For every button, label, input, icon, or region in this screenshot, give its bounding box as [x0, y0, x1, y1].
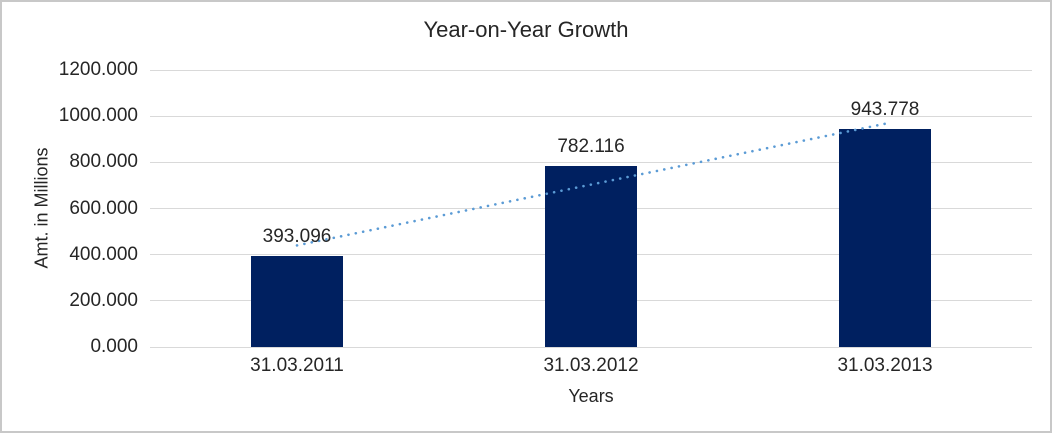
- bar-data-label: 782.116: [557, 136, 625, 158]
- y-tick-label: 1200.000: [58, 59, 138, 80]
- bar-31.03.2012: [545, 166, 637, 347]
- bar-data-label: 943.778: [850, 99, 920, 121]
- bar-31.03.2013: [839, 129, 931, 347]
- y-tick-label: 600.000: [69, 197, 138, 219]
- y-tick-label: 0.000: [90, 336, 138, 357]
- y-tick-label: 400.000: [69, 243, 138, 265]
- bar-31.03.2011: [251, 256, 343, 347]
- plot-area: 393.096 782.116 943.778: [150, 69, 1032, 348]
- bar-data-label: 393.096: [262, 226, 332, 248]
- x-tick-label: 31.03.2012: [543, 355, 639, 376]
- gridline: [150, 115, 1032, 117]
- gridline: [150, 69, 1032, 71]
- y-tick-label: 800.000: [69, 151, 138, 173]
- chart-title: Year-on-Year Growth: [423, 17, 629, 42]
- x-tick-label: 31.03.2013: [837, 355, 933, 376]
- x-axis-title: Years: [568, 386, 614, 406]
- x-tick-label: 31.03.2011: [250, 355, 344, 376]
- y-tick-label: 200.000: [69, 289, 138, 311]
- y-tick-label: 1000.000: [58, 105, 138, 127]
- gridline: [150, 346, 1032, 348]
